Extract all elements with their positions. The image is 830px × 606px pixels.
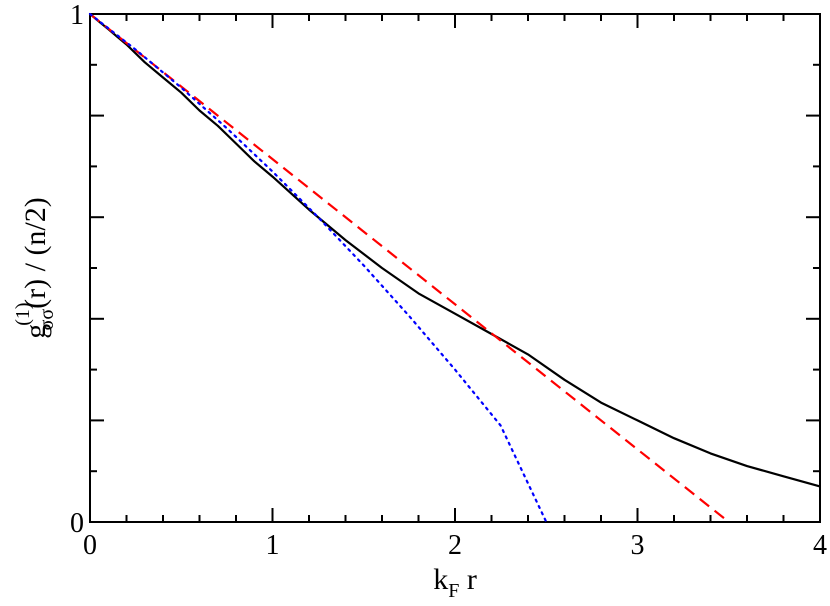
x-axis-title: kF r <box>433 563 477 602</box>
x-tick-label: 1 <box>266 530 280 561</box>
x-axis-title-tail: r <box>459 563 477 596</box>
x-tick-label: 3 <box>631 530 645 561</box>
y-tick-label: 1 <box>70 0 84 31</box>
plot-frame <box>89 13 821 523</box>
series-line-dashed <box>89 13 730 523</box>
x-tick-label: 2 <box>448 530 462 561</box>
y-axis-title: g(1) σσ(r) / (n/2) <box>12 197 58 339</box>
y-axis-title-sup: (1) <box>12 302 34 325</box>
series-line-dotted <box>88 12 548 524</box>
y-axis-title-main: g <box>19 324 52 339</box>
y-axis-title-tail: (r) / (n/2) <box>19 197 52 309</box>
y-tick-labels: 01 <box>70 0 84 539</box>
x-tick-label: 0 <box>83 530 97 561</box>
x-axis-title-sub: F <box>448 580 459 602</box>
x-tick-label: 4 <box>813 530 827 561</box>
tick-marks <box>89 13 821 523</box>
y-axis-title-sub: σσ <box>36 309 58 331</box>
x-tick-labels: 0 1 2 3 4 <box>83 530 827 561</box>
series-line-solid <box>89 13 821 488</box>
y-tick-label: 0 <box>70 508 84 539</box>
series-lines <box>88 12 821 524</box>
x-axis-title-main: k <box>433 563 448 596</box>
